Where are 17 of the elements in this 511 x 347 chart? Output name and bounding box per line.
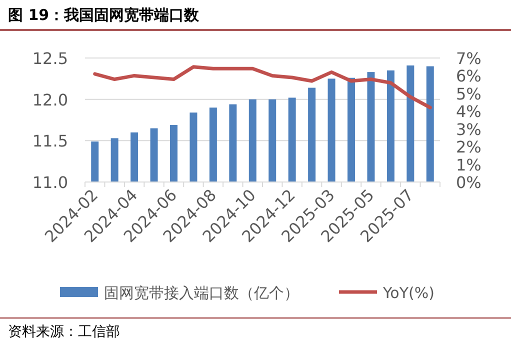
y2-tick-label: 6% <box>456 66 482 86</box>
y-tick-label: 11.5 <box>32 132 68 151</box>
chart-title: 图 19：我国固网宽带端口数 <box>8 6 200 24</box>
y-tick-label: 11.0 <box>32 173 68 192</box>
y-tick-label: 12.0 <box>32 90 68 110</box>
y2-tick-label: 4% <box>456 102 482 122</box>
y2-tick-label: 2% <box>456 138 482 157</box>
line-series <box>93 65 432 110</box>
legend-label: 固网宽带接入端口数（亿个） <box>104 284 299 302</box>
text: 资料来源：工信部 <box>8 324 120 340</box>
y2-tick-label: 7% <box>456 49 482 68</box>
y2-tick-label: 1% <box>456 155 482 174</box>
y2-tick-label: 5% <box>456 84 482 104</box>
y2-tick-label: 3% <box>456 120 482 139</box>
legend-label: YoY(%) <box>382 284 434 302</box>
y-tick-label: 12.5 <box>32 49 68 68</box>
y2-tick-label: 0% <box>456 173 482 192</box>
